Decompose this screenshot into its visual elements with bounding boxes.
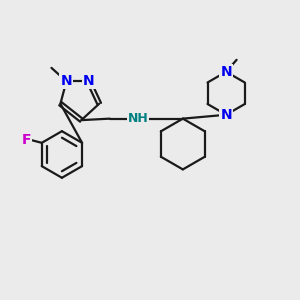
Text: N: N [220,108,232,122]
Text: N: N [61,74,72,88]
Text: NH: NH [128,112,148,125]
Text: N: N [83,74,94,88]
Text: N: N [220,65,232,79]
Text: F: F [22,133,31,147]
